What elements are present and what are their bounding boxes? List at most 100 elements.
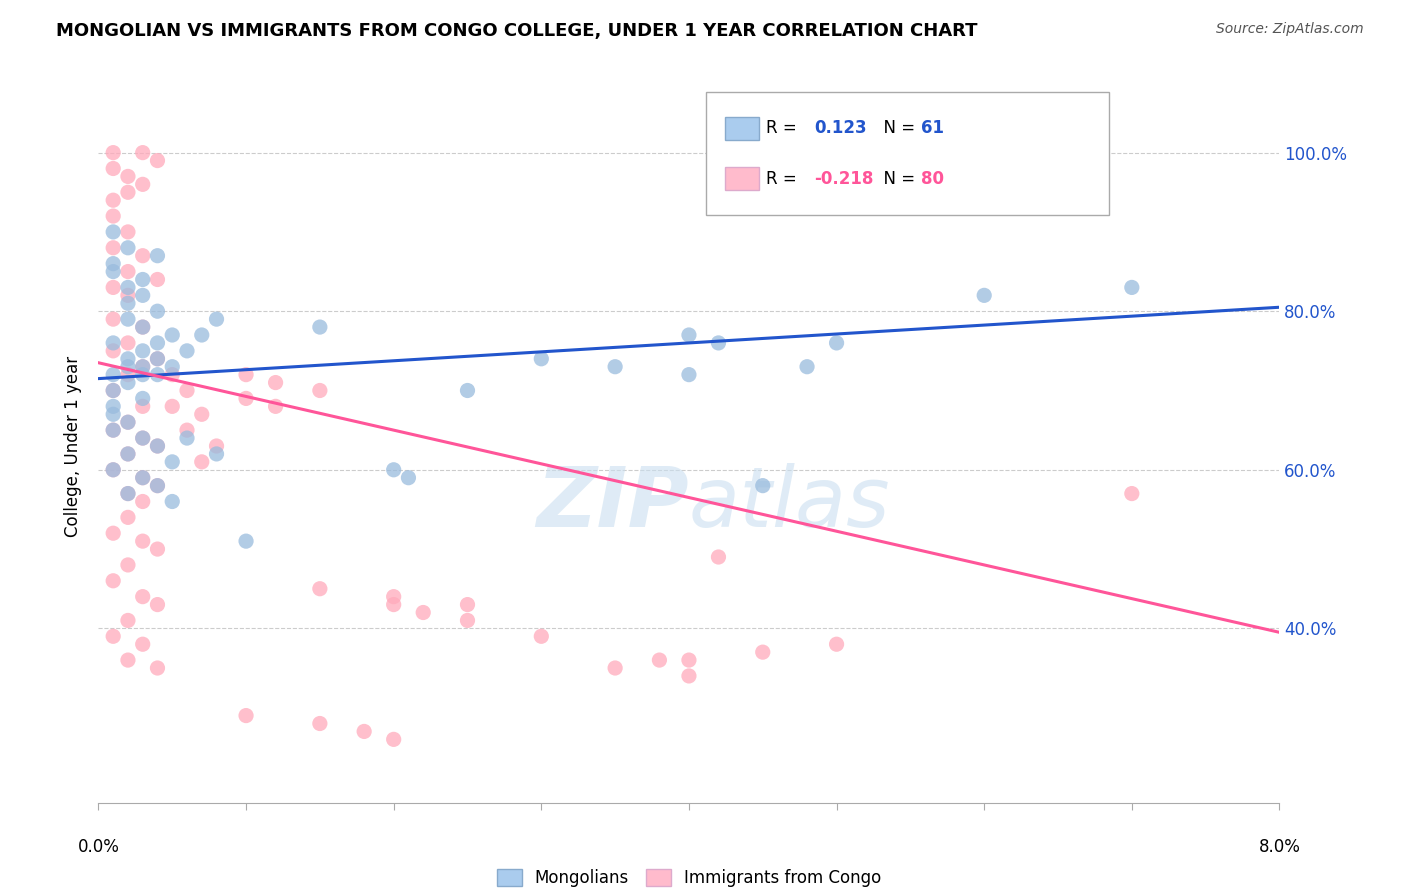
Point [235, 534, 257, 549]
Point [117, 447, 139, 461]
Point [146, 478, 169, 492]
Point [103, 312, 125, 326]
Point [132, 637, 155, 651]
Point [146, 351, 169, 366]
Point [146, 272, 169, 286]
Point [103, 193, 125, 207]
Point [146, 249, 169, 263]
Point [117, 415, 139, 429]
Point [382, 590, 405, 604]
Point [103, 264, 125, 278]
Point [751, 645, 773, 659]
Point [191, 407, 214, 421]
Point [308, 582, 332, 596]
Point [146, 661, 169, 675]
Point [117, 335, 139, 350]
Text: 80: 80 [921, 169, 943, 187]
Y-axis label: College, Under 1 year: College, Under 1 year [65, 355, 83, 537]
Point [103, 280, 125, 294]
Point [605, 359, 627, 374]
Point [117, 558, 139, 572]
Point [382, 463, 405, 477]
Point [117, 486, 139, 500]
Point [825, 335, 848, 350]
Point [162, 494, 183, 508]
Point [678, 328, 700, 343]
Point [117, 447, 139, 461]
Point [103, 400, 125, 414]
Point [146, 478, 169, 492]
Text: -0.218: -0.218 [814, 169, 873, 187]
Point [162, 368, 183, 382]
Point [103, 368, 125, 382]
Point [117, 169, 139, 184]
Point [117, 296, 139, 310]
Point [146, 368, 169, 382]
Text: R =: R = [766, 120, 807, 137]
Point [162, 359, 183, 374]
Point [678, 653, 700, 667]
Point [103, 463, 125, 477]
Point [308, 384, 332, 398]
Point [146, 335, 169, 350]
Point [103, 209, 125, 223]
Point [103, 257, 125, 271]
Text: atlas: atlas [689, 463, 890, 543]
Point [1121, 280, 1143, 294]
Text: N =: N = [873, 169, 920, 187]
Point [235, 368, 257, 382]
Point [132, 431, 155, 445]
Point [132, 320, 155, 334]
Point [132, 392, 155, 406]
Text: N =: N = [873, 120, 920, 137]
Point [132, 590, 155, 604]
Point [117, 241, 139, 255]
Point [146, 351, 169, 366]
Point [132, 471, 155, 485]
Point [117, 486, 139, 500]
Point [162, 400, 183, 414]
Point [103, 463, 125, 477]
Point [1121, 486, 1143, 500]
Point [117, 186, 139, 200]
Point [412, 606, 434, 620]
Text: 8.0%: 8.0% [1258, 838, 1301, 856]
Point [103, 526, 125, 541]
Point [382, 732, 405, 747]
Point [721, 153, 744, 168]
Point [117, 280, 139, 294]
Point [117, 510, 139, 524]
Point [648, 653, 671, 667]
Point [132, 145, 155, 160]
Point [825, 637, 848, 651]
Point [382, 598, 405, 612]
Point [132, 368, 155, 382]
Point [396, 471, 419, 485]
Point [264, 400, 287, 414]
Point [530, 629, 553, 643]
Point [308, 320, 332, 334]
Point [132, 343, 155, 358]
Point [707, 549, 730, 564]
Point [191, 328, 214, 343]
Text: Source: ZipAtlas.com: Source: ZipAtlas.com [1216, 22, 1364, 37]
Point [132, 534, 155, 549]
Point [605, 661, 627, 675]
Point [678, 669, 700, 683]
Text: MONGOLIAN VS IMMIGRANTS FROM CONGO COLLEGE, UNDER 1 YEAR CORRELATION CHART: MONGOLIAN VS IMMIGRANTS FROM CONGO COLLE… [56, 22, 977, 40]
Point [117, 264, 139, 278]
Point [132, 320, 155, 334]
Point [146, 439, 169, 453]
Legend: Mongolians, Immigrants from Congo: Mongolians, Immigrants from Congo [496, 869, 882, 888]
Text: 0.123: 0.123 [814, 120, 866, 137]
Point [973, 288, 995, 302]
Point [103, 629, 125, 643]
Point [176, 384, 198, 398]
Point [117, 351, 139, 366]
Point [103, 145, 125, 160]
Point [103, 161, 125, 176]
Point [132, 249, 155, 263]
Point [132, 359, 155, 374]
Point [205, 312, 228, 326]
Point [132, 471, 155, 485]
